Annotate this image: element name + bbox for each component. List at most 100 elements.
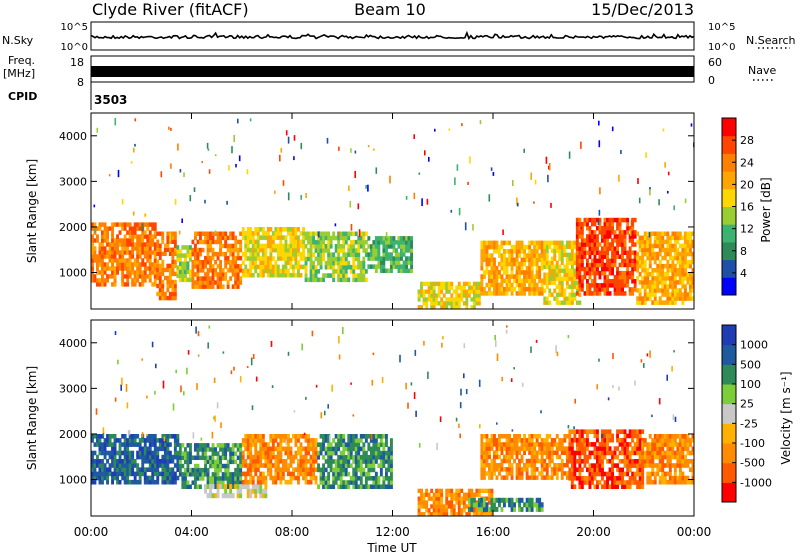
heatmap-cell: [352, 244, 356, 249]
heatmap-cell: [385, 244, 388, 249]
heatmap-cell: [479, 120, 482, 125]
heatmap-cell: [601, 230, 604, 235]
heatmap-cell: [656, 280, 660, 285]
heatmap-cell: [206, 276, 210, 281]
heatmap-cell: [214, 280, 217, 285]
heatmap-cell: [646, 243, 650, 249]
heatmap-cell: [271, 235, 275, 240]
heatmap-cell: [123, 262, 127, 267]
heatmap-cell: [302, 459, 305, 464]
heatmap-cell: [621, 270, 624, 276]
heatmap-cell: [668, 292, 672, 297]
heatmap-cell: [199, 447, 202, 452]
heatmap-cell: [520, 475, 524, 480]
heatmap-cell: [312, 231, 315, 237]
heatmap-cell: [618, 467, 622, 473]
heatmap-cell: [98, 479, 102, 485]
heatmap-cell: [535, 257, 539, 263]
heatmap-cell: [656, 276, 660, 281]
heatmap-cell: [508, 467, 511, 472]
heatmap-cell: [588, 287, 592, 292]
heatmap-cell: [641, 446, 645, 451]
heatmap-cell: [91, 274, 94, 279]
heatmap-cell: [397, 236, 401, 241]
heatmap-cell: [158, 463, 162, 468]
heatmap-cell: [309, 264, 313, 270]
heatmap-cell: [427, 289, 431, 294]
heatmap-cell: [379, 442, 383, 447]
heatmap-cell: [540, 446, 544, 451]
heatmap-cell: [540, 249, 544, 254]
heatmap-cell: [462, 293, 466, 298]
heatmap-cell: [553, 276, 557, 281]
heatmap-cell: [482, 450, 486, 455]
heatmap-cell: [123, 479, 127, 485]
heatmap-cell: [500, 274, 504, 279]
heatmap-cell: [327, 434, 331, 439]
heatmap-cell: [314, 239, 318, 245]
heatmap-cell: [264, 442, 268, 447]
heatmap-cell: [385, 467, 388, 473]
heatmap-cell: [204, 484, 207, 490]
heatmap-cell: [271, 450, 275, 456]
heatmap-cell: [485, 257, 489, 263]
heatmap-cell: [349, 455, 353, 460]
heatmap-cell: [673, 251, 677, 257]
heatmap-cell: [621, 442, 624, 447]
heatmap-cell: [166, 459, 170, 464]
heatmap-cell: [623, 230, 627, 235]
heatmap-cell: [359, 467, 363, 473]
heatmap-cell: [211, 443, 215, 448]
heatmap-cell: [480, 291, 484, 296]
heatmap-cell: [498, 244, 501, 250]
heatmap-cell: [638, 197, 641, 204]
heatmap-cell: [545, 434, 549, 439]
heatmap-cell: [482, 257, 486, 263]
heatmap-cell: [673, 288, 677, 293]
heatmap-cell: [676, 251, 680, 257]
heatmap-cell: [244, 243, 248, 249]
heatmap-cell: [488, 500, 491, 505]
heatmap-cell: [450, 209, 453, 213]
heatmap-cell: [168, 475, 172, 481]
heatmap-cell: [493, 438, 496, 443]
heatmap-cell: [568, 433, 572, 439]
heatmap-cell: [618, 238, 622, 243]
heatmap-cell: [425, 289, 429, 294]
heatmap-cell: [181, 245, 185, 250]
heatmap-cell: [681, 280, 685, 285]
heatmap-cell: [596, 242, 599, 247]
heatmap-cell: [555, 276, 559, 281]
heatmap-cell: [636, 433, 640, 439]
heatmap-cell: [246, 442, 250, 447]
heatmap-cell: [181, 455, 185, 460]
heatmap-cell: [319, 239, 323, 245]
heatmap-cell: [359, 231, 363, 237]
heatmap-cell: [686, 450, 690, 456]
heatmap-cell: [146, 450, 150, 456]
heatmap-cell: [550, 276, 554, 281]
heatmap-cell: [224, 447, 228, 452]
heatmap-cell: [161, 283, 165, 289]
heatmap-cell: [121, 262, 125, 267]
heatmap-cell: [101, 446, 104, 452]
heatmap-cell: [116, 262, 119, 267]
heatmap-cell: [565, 264, 569, 269]
heatmap-cell: [666, 471, 670, 477]
heatmap-cell: [535, 240, 539, 246]
heatmap-cell: [578, 266, 582, 272]
heatmap-cell: [503, 497, 506, 503]
heatmap-cell: [603, 234, 607, 239]
heatmap-cell: [128, 262, 132, 267]
heatmap-cell: [671, 479, 675, 485]
heatmap-cell: [578, 258, 582, 264]
heatmap-cell: [591, 217, 594, 223]
heatmap-cell: [350, 224, 353, 231]
heatmap-cell: [191, 268, 195, 273]
heatmap-cell: [259, 493, 263, 499]
heatmap-cell: [503, 257, 506, 263]
heatmap-cell: [297, 239, 300, 245]
heatmap-cell: [374, 248, 378, 253]
heatmap-cell: [663, 255, 667, 261]
heatmap-cell: [598, 459, 602, 464]
